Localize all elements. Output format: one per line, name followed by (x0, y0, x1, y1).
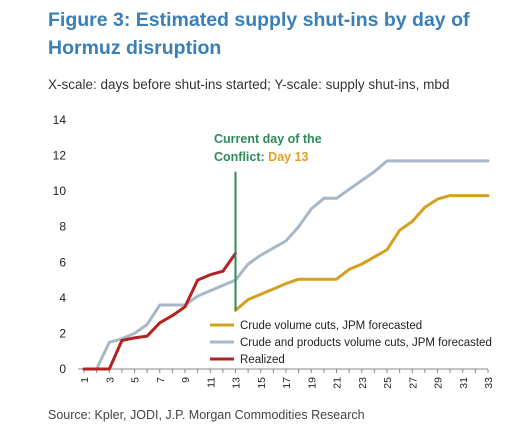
y-tick-label: 4 (59, 291, 66, 305)
y-tick-label: 6 (59, 255, 66, 269)
x-tick-label: 29 (433, 377, 445, 389)
annotation: Current day of the Conflict: Day 13 (214, 132, 322, 311)
x-tick-label: 9 (180, 377, 192, 383)
y-tick-label: 12 (53, 149, 67, 163)
x-tick-label: 5 (130, 377, 142, 383)
y-tick-label: 0 (59, 362, 66, 376)
x-tick-label: 3 (104, 377, 116, 383)
series-line (234, 194, 490, 312)
x-tick-label: 7 (155, 377, 167, 383)
x-axis: 1 3 5 7 9 11 13 15 17 19 21 23 25 27 29 31 33 (78, 368, 495, 389)
legend: Crude volume cuts, JPM forecasted Crude a… (210, 320, 492, 366)
x-tick-label: 23 (357, 377, 369, 389)
figure-subtitle: X-scale: days before shut-ins started; Y… (48, 77, 450, 92)
x-tick-label: 25 (382, 377, 394, 389)
x-tick-label: 19 (306, 377, 318, 389)
x-tick-label: 1 (79, 377, 91, 383)
x-tick-label: 13 (231, 377, 243, 389)
legend-label: Crude and products volume cuts, JPM fore… (240, 337, 492, 349)
legend-label: Crude volume cuts, JPM forecasted (240, 320, 422, 332)
x-tick-label: 21 (332, 377, 344, 389)
series-layer (82, 159, 490, 371)
figure-source: Source: Kpler, JODI, J.P. Morgan Commodi… (48, 408, 365, 422)
x-tick-label: 17 (281, 377, 293, 389)
series-line (82, 251, 237, 371)
annotation-label-line2: Conflict: Day 13 (214, 150, 309, 164)
annotation-label-day: Day 13 (268, 150, 308, 164)
y-tick-label: 14 (53, 113, 67, 127)
annotation-label-line1: Current day of the (214, 132, 322, 146)
x-tick-label: 15 (256, 377, 268, 389)
x-tick-label: 11 (205, 377, 217, 388)
x-tick-label: 27 (407, 377, 419, 389)
series-line (82, 159, 490, 371)
x-tick-label: 33 (483, 377, 495, 389)
legend-label: Realized (240, 354, 285, 366)
y-tick-label: 2 (59, 326, 66, 340)
y-tick-label: 8 (59, 220, 66, 234)
y-axis: 0 2 4 6 8 10 12 14 (53, 113, 67, 376)
x-tick-label: 31 (458, 377, 470, 389)
annotation-label-prefix: Conflict: (214, 150, 268, 164)
figure-title: Figure 3: Estimated supply shut-ins by d… (48, 9, 470, 59)
y-tick-label: 10 (53, 184, 67, 198)
